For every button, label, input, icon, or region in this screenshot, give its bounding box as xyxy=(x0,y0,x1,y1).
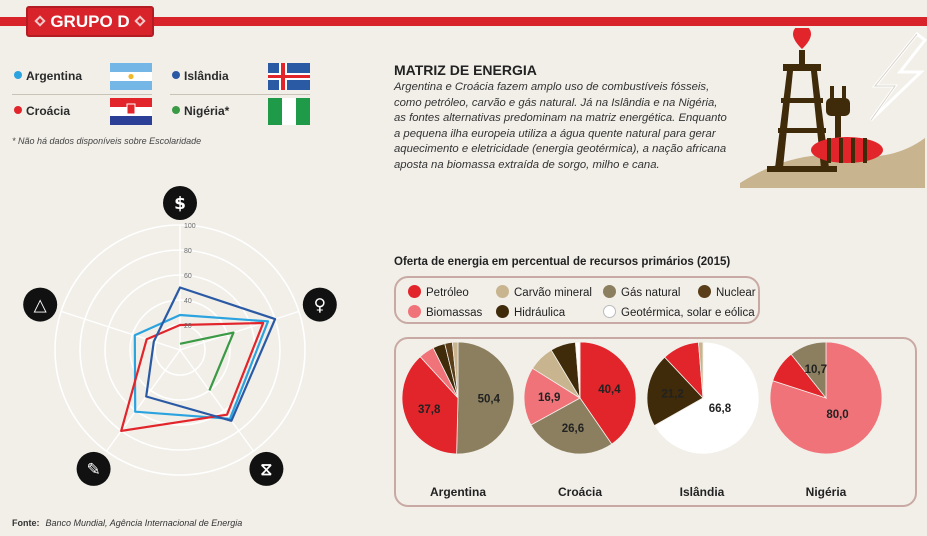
pie-croácia: 40,4 26,6 16,9 xyxy=(523,341,637,455)
legend-dot xyxy=(14,106,22,114)
person-icon: ♀ xyxy=(302,287,337,322)
pie-data-label: 26,6 xyxy=(562,423,584,435)
svg-text:♀: ♀ xyxy=(314,296,326,316)
dollar-icon: $ xyxy=(163,186,197,220)
matrix-description: Argentina e Croácia fazem amplo uso de c… xyxy=(394,81,727,171)
legend-dot xyxy=(14,71,22,79)
ornament-icon xyxy=(34,15,46,27)
radar-tick-label: 80 xyxy=(184,248,192,255)
plug-icon xyxy=(811,86,883,163)
pie-data-label: 21,2 xyxy=(661,388,683,400)
pencil-icon: ✎ xyxy=(76,451,111,486)
legend-country-argentina: Argentina xyxy=(14,69,82,83)
pie-slice xyxy=(523,367,581,426)
divider xyxy=(170,94,310,95)
pie-argentina: 50,4 37,8 xyxy=(401,341,515,455)
legend-country-iceland: Islândia xyxy=(172,69,229,83)
legend-swatch xyxy=(603,305,616,318)
flag-nigeria-icon xyxy=(268,98,310,125)
pie-slice xyxy=(790,341,827,400)
radar-axis-line xyxy=(105,349,181,452)
pie-slice xyxy=(769,341,883,455)
pie-chart-title: Oferta de energia em percentual de recur… xyxy=(394,256,731,268)
pie-data-label: 16,9 xyxy=(538,392,560,404)
radar-tick-label: 40 xyxy=(184,298,192,305)
svg-text:⧖: ⧖ xyxy=(260,460,272,480)
location-pin-icon xyxy=(793,28,811,49)
legend-country-croatia: Croácia xyxy=(14,104,70,118)
hourglass-icon: ⧖ xyxy=(249,451,284,486)
pie-islândia: 66,8 21,2 xyxy=(646,341,760,455)
pyramid-icon: △ xyxy=(23,287,58,322)
legend-item-hidraulica: Hidráulica xyxy=(496,305,565,319)
radar-tick-label: 20 xyxy=(184,323,192,330)
legend-dot xyxy=(172,106,180,114)
group-badge: GRUPO D xyxy=(26,6,154,37)
legend-swatch xyxy=(496,285,509,298)
energy-illustration xyxy=(740,28,927,188)
pie-charts: 50,4 37,8 40,4 26,6 16,9 66,8 21,2 80,0 10,7 xyxy=(401,341,883,455)
pie-label-iceland: Islândia xyxy=(679,485,725,499)
pie-data-label: 66,8 xyxy=(709,403,732,415)
svg-text:△: △ xyxy=(34,296,48,316)
legend-country-nigeria: Nigéria* xyxy=(172,104,229,118)
pie-slice xyxy=(646,356,704,427)
legend-item-geotermica: Geotérmica, solar e eólica xyxy=(603,305,755,319)
radar-axis-line xyxy=(179,310,300,351)
pie-data-label: 37,8 xyxy=(418,404,441,416)
pie-slice xyxy=(456,341,515,455)
divider xyxy=(12,94,152,95)
legend-swatch xyxy=(408,285,421,298)
lightning-icon xyxy=(869,31,927,122)
ornament-icon xyxy=(134,15,146,27)
pie-slice xyxy=(574,341,581,399)
legend-item-carvao: Carvão mineral xyxy=(496,285,592,299)
radar-axis-line xyxy=(179,349,255,452)
pie-slice xyxy=(530,397,613,455)
svg-text:✎: ✎ xyxy=(86,460,100,480)
radar-tick-label: 60 xyxy=(184,273,192,280)
source-note: Fonte: Banco Mundial, Agência Internacion… xyxy=(12,518,243,528)
group-title: GRUPO D xyxy=(50,12,130,31)
matrix-title: MATRIZ DE ENERGIA xyxy=(394,62,537,78)
radar-chart: 20 40 60 80 100 $ ♀ ⧖ ✎ △ xyxy=(23,186,337,486)
radar-series-line xyxy=(120,321,265,432)
pie-data-label: 10,7 xyxy=(805,364,827,376)
radar-series-line xyxy=(133,313,270,420)
legend-swatch xyxy=(698,285,711,298)
pie-data-label: 50,4 xyxy=(478,393,501,405)
pie-label-argentina: Argentina xyxy=(429,485,486,499)
pie-legend: Petróleo Carvão mineral Gás natural Nucl… xyxy=(394,276,760,324)
pie-slice xyxy=(653,341,760,455)
radar-series-line xyxy=(179,331,235,391)
pie-slice xyxy=(579,341,637,445)
legend-swatch xyxy=(408,305,421,318)
pie-label-nigeria: Nigéria xyxy=(805,485,847,499)
legend-item-gas: Gás natural xyxy=(603,285,680,299)
pie-slice xyxy=(697,341,704,399)
legend-item-petroleo: Petróleo xyxy=(408,285,469,299)
pie-panel xyxy=(394,337,917,507)
svg-text:$: $ xyxy=(174,194,186,214)
pie-label-croatia: Croácia xyxy=(557,485,603,499)
legend-item-nuclear: Nuclear xyxy=(698,285,756,299)
legend-dot xyxy=(172,71,180,79)
pie-data-label: 80,0 xyxy=(826,409,848,421)
flag-iceland-icon xyxy=(268,63,310,90)
pie-slice xyxy=(401,356,459,455)
pie-data-label: 40,4 xyxy=(598,384,621,396)
oil-rig-icon xyxy=(767,50,837,172)
header-rule xyxy=(0,17,927,26)
pie-slice xyxy=(451,341,459,399)
legend-swatch xyxy=(603,285,616,298)
legend-swatch xyxy=(496,305,509,318)
radar-series-line xyxy=(145,286,277,422)
radar-tick-label: 100 xyxy=(184,223,196,230)
pie-nigéria: 80,0 10,7 xyxy=(769,341,883,455)
flag-croatia-icon xyxy=(110,98,152,125)
radar-axis-line xyxy=(60,310,181,351)
legend-item-biomassas: Biomassas xyxy=(408,305,482,319)
flag-argentina-icon xyxy=(110,63,152,90)
footnote: * Não há dados disponíveis sobre Escolar… xyxy=(12,136,202,146)
